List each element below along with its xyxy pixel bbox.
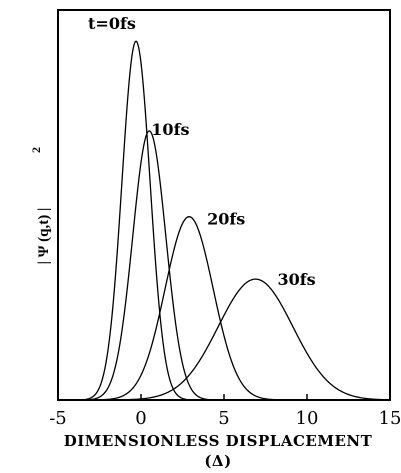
y-axis-label: | Ψ (q,t) | 2: [29, 147, 52, 264]
series-line: [58, 278, 391, 401]
series-label: 20fs: [207, 210, 245, 229]
x-axis-label-line1: DIMENSIONLESS DISPLACEMENT: [64, 432, 373, 450]
series-label: 10fs: [151, 120, 189, 139]
x-tick-label: 15: [379, 408, 401, 429]
series-label: 30fs: [278, 270, 316, 289]
x-tick-label: 5: [218, 408, 229, 429]
plot-frame: [57, 9, 391, 401]
x-tick-label: 10: [296, 408, 319, 429]
y-axis-label-text: | Ψ (q,t) |: [36, 208, 52, 265]
x-tick-label: -5: [49, 408, 67, 429]
y-axis-label-superscript: 2: [29, 147, 43, 153]
x-tick-label: 0: [135, 408, 146, 429]
plot-area: -5 0 5 10 15 t=0fs 10fs 20fs 30fs: [49, 9, 401, 429]
series-label: t=0fs: [88, 14, 136, 33]
x-axis-label-line2: (Δ): [204, 452, 231, 470]
series-line: [58, 130, 390, 401]
series-line: [58, 216, 390, 401]
